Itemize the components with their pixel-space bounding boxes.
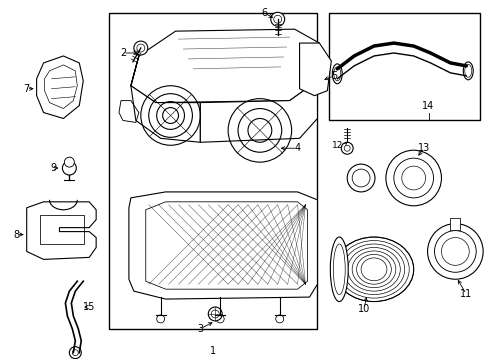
Circle shape — [208, 307, 222, 321]
Bar — [449, 218, 459, 230]
Text: 12: 12 — [331, 141, 342, 150]
Text: 2: 2 — [120, 48, 126, 58]
Polygon shape — [129, 192, 317, 299]
Polygon shape — [200, 81, 317, 142]
Text: 8: 8 — [14, 230, 20, 239]
Polygon shape — [27, 202, 96, 260]
Circle shape — [134, 41, 147, 55]
Ellipse shape — [462, 62, 472, 80]
Text: 13: 13 — [417, 143, 429, 153]
Text: 1: 1 — [210, 346, 216, 356]
Bar — [40, 215, 84, 244]
Polygon shape — [37, 56, 83, 118]
Circle shape — [64, 157, 74, 167]
Circle shape — [62, 161, 76, 175]
Polygon shape — [299, 43, 331, 96]
Text: 7: 7 — [23, 84, 30, 94]
Bar — [328, 13, 479, 121]
Text: 14: 14 — [422, 100, 434, 111]
Ellipse shape — [330, 237, 347, 302]
Circle shape — [341, 142, 352, 154]
Bar — [109, 13, 317, 329]
Text: 10: 10 — [357, 304, 369, 314]
Polygon shape — [131, 56, 200, 142]
Ellipse shape — [334, 237, 413, 302]
Circle shape — [270, 12, 284, 26]
Circle shape — [385, 150, 441, 206]
Text: 6: 6 — [261, 8, 267, 18]
Text: 3: 3 — [197, 324, 203, 334]
Text: 5: 5 — [330, 71, 337, 81]
Text: 15: 15 — [83, 302, 95, 312]
Ellipse shape — [332, 64, 342, 84]
Circle shape — [346, 164, 374, 192]
Text: 11: 11 — [459, 289, 471, 299]
Text: 9: 9 — [50, 163, 57, 173]
Polygon shape — [131, 29, 319, 103]
Circle shape — [427, 224, 482, 279]
Text: 4: 4 — [294, 143, 300, 153]
